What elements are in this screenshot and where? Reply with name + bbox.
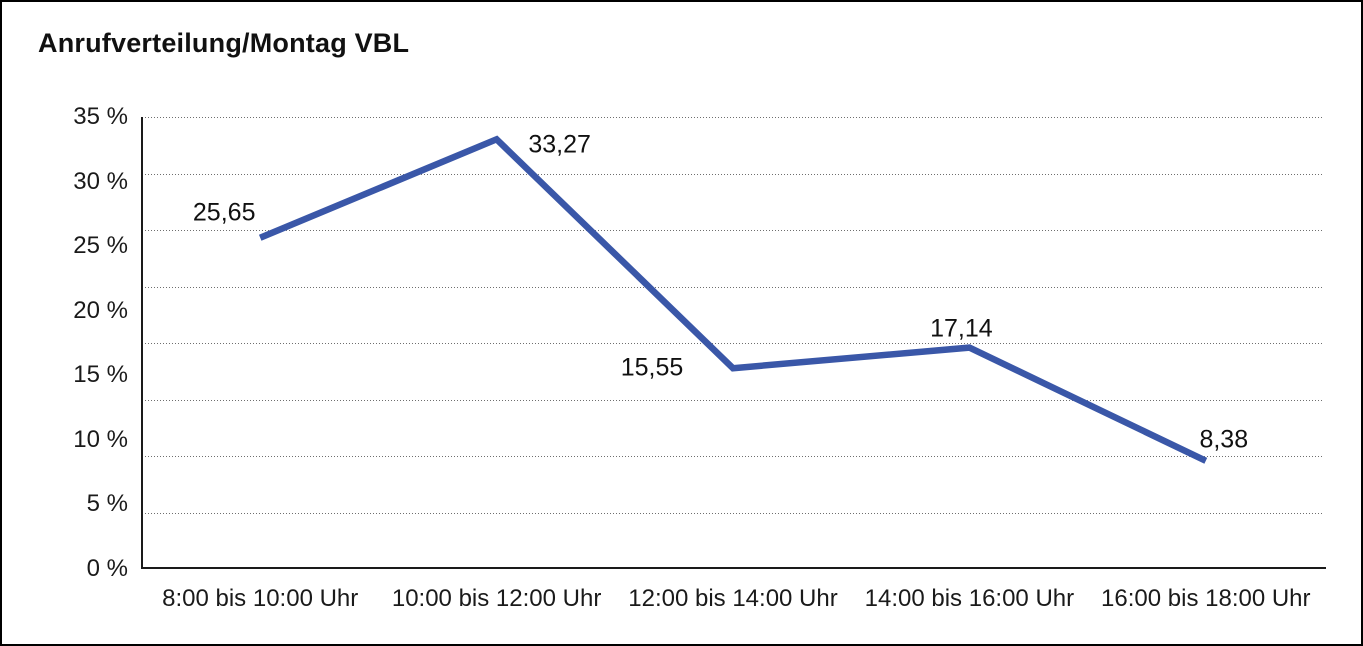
gridline-horizontal bbox=[142, 230, 1324, 231]
gridline-horizontal bbox=[142, 286, 1324, 288]
gridline-horizontal bbox=[142, 343, 1324, 344]
y-axis-tick-label: 35 % bbox=[73, 103, 128, 130]
y-axis-line bbox=[141, 117, 143, 569]
line-series bbox=[258, 135, 1208, 464]
x-axis-category-label: 16:00 bis 18:00 Uhr bbox=[1101, 585, 1311, 612]
y-axis-tick-label: 0 % bbox=[86, 555, 128, 582]
x-axis-category-label: 8:00 bis 10:00 Uhr bbox=[162, 585, 359, 612]
data-point-label: 15,55 bbox=[620, 353, 684, 382]
y-axis-tick-label: 10 % bbox=[73, 425, 128, 453]
y-axis-tick-label: 20 % bbox=[73, 296, 128, 324]
x-axis-category-label: 14:00 bis 16:00 Uhr bbox=[864, 585, 1075, 612]
chart-title: Anrufverteilung/Montag VBL bbox=[38, 28, 410, 58]
gridline-horizontal bbox=[142, 456, 1324, 457]
data-point-label: 25,65 bbox=[192, 198, 256, 227]
x-axis-category-label: 12:00 bis 14:00 Uhr bbox=[628, 585, 838, 612]
y-axis-tick-label: 25 % bbox=[73, 232, 128, 260]
data-point-label: 17,14 bbox=[930, 314, 993, 343]
x-axis-category-label: 10:00 bis 12:00 Uhr bbox=[391, 585, 602, 612]
gridline-horizontal bbox=[142, 173, 1324, 175]
y-axis-tick-label: 15 % bbox=[73, 361, 128, 389]
x-axis-line bbox=[141, 567, 1326, 569]
data-line bbox=[258, 135, 1208, 464]
y-axis-tick-label: 30 % bbox=[73, 167, 128, 195]
data-point-label: 8,38 bbox=[1199, 425, 1249, 454]
gridline-horizontal bbox=[142, 399, 1324, 401]
gridline-horizontal bbox=[142, 117, 1324, 118]
y-axis-tick-label: 5 % bbox=[86, 490, 128, 518]
data-point-label: 33,27 bbox=[528, 130, 591, 159]
gridline-horizontal bbox=[142, 512, 1324, 514]
